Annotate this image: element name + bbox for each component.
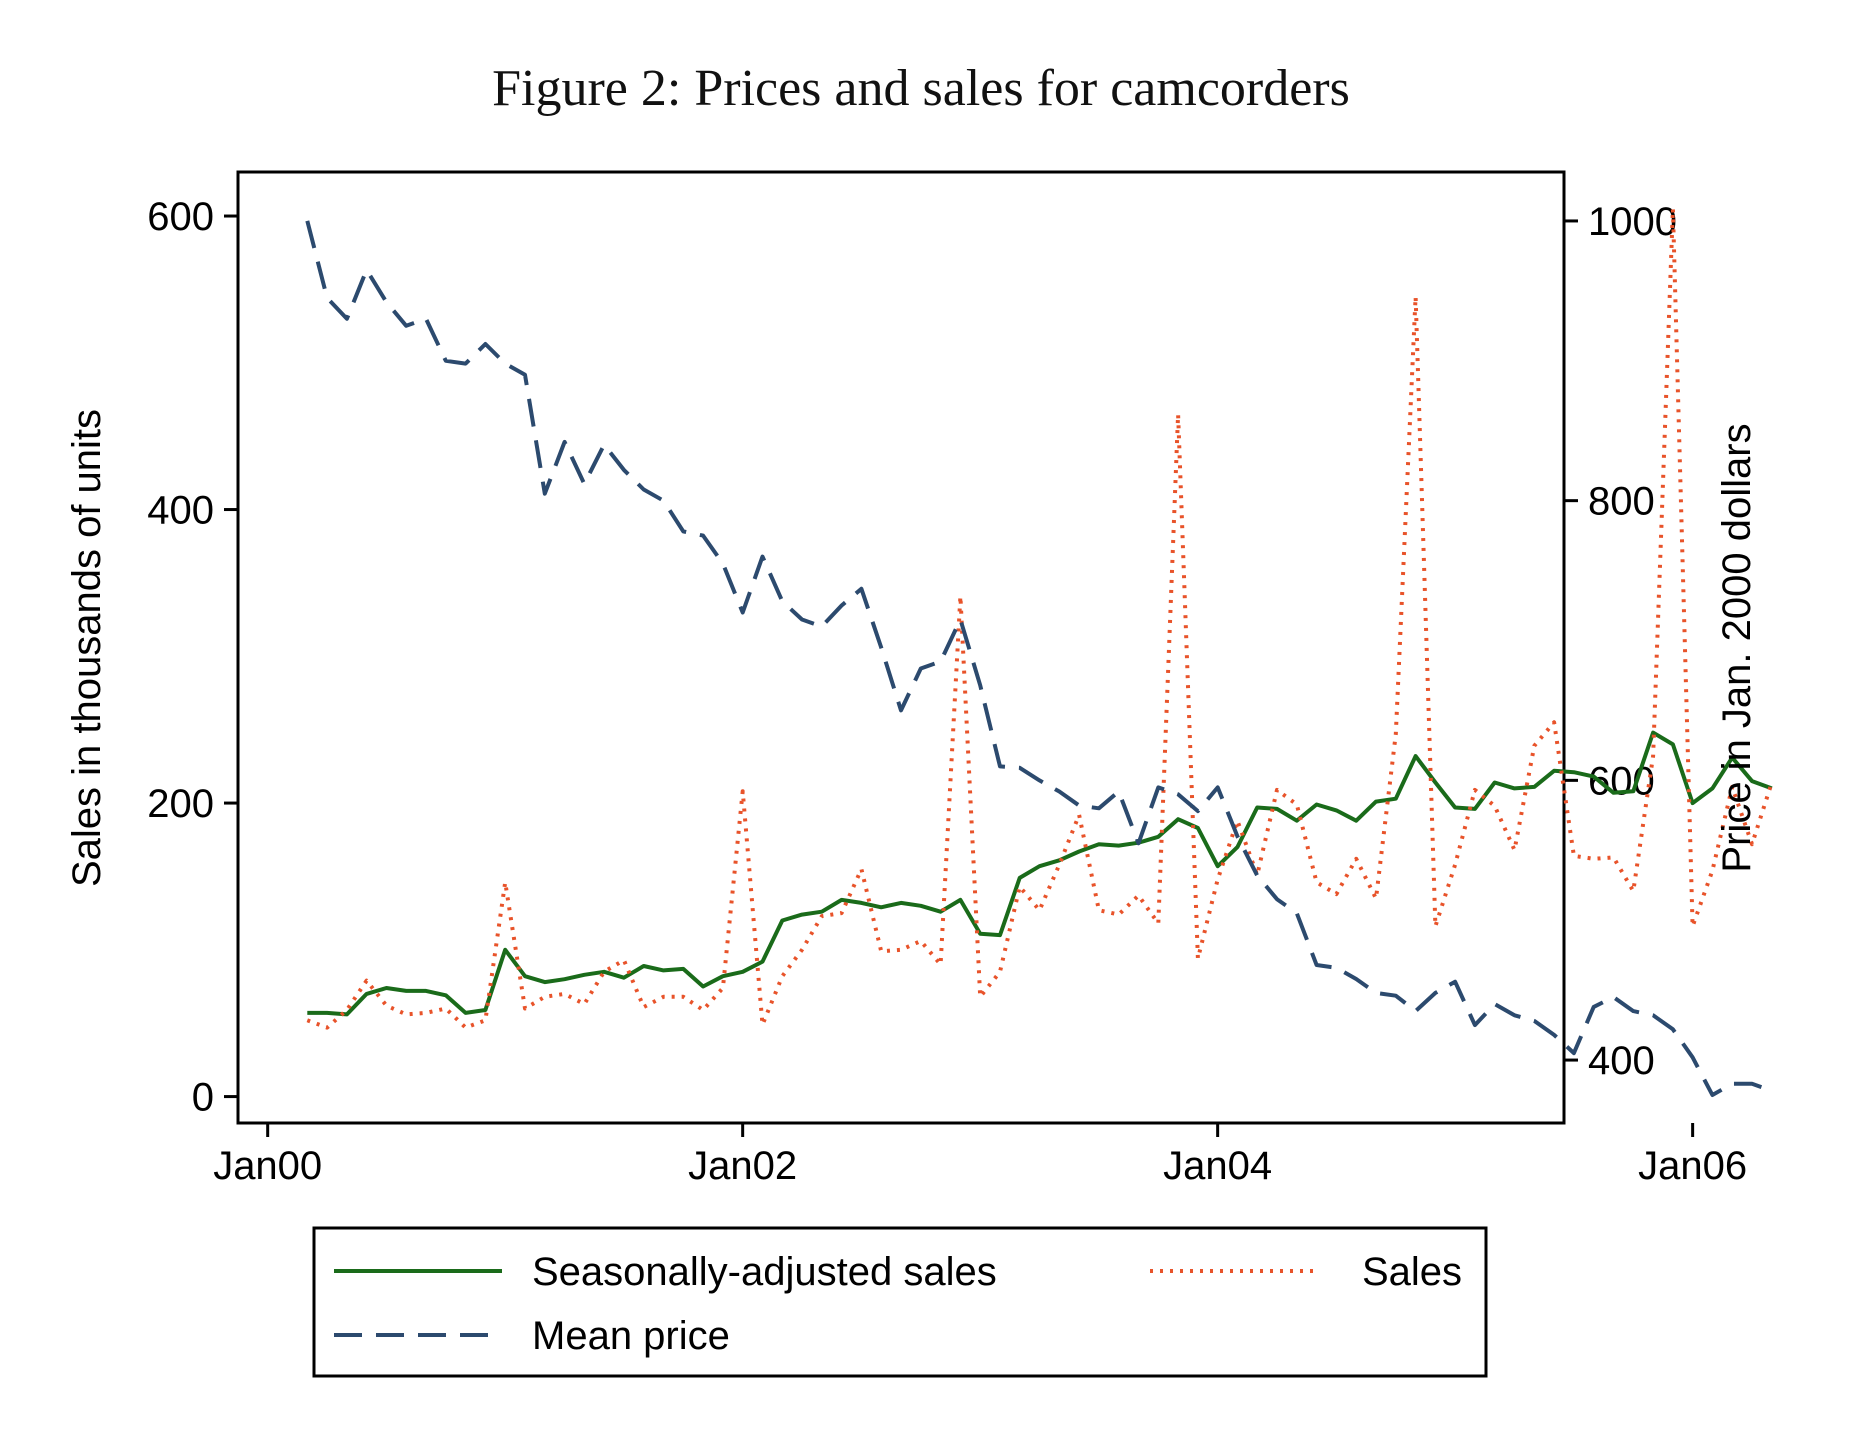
x-tick-label: Jan00 bbox=[213, 1144, 322, 1188]
legend-label-price: Mean price bbox=[532, 1314, 730, 1358]
y-left-tick-label: 400 bbox=[147, 489, 214, 533]
series-line-price bbox=[305, 220, 1773, 1097]
y-right-tick-label: 400 bbox=[1588, 1039, 1655, 1083]
x-tick-label: Jan02 bbox=[688, 1144, 797, 1188]
y-left-tick-label: 600 bbox=[147, 195, 214, 239]
y-left-tick-label: 200 bbox=[147, 782, 214, 826]
plot-frame bbox=[236, 170, 1566, 1125]
y-axis-right-label: Price in Jan. 2000 dollars bbox=[1715, 423, 1759, 872]
y-axis-left-label: Sales in thousands of units bbox=[65, 409, 109, 887]
x-tick-label: Jan04 bbox=[1163, 1144, 1272, 1188]
series-layer bbox=[305, 206, 1774, 1097]
legend-label-sa-sales: Seasonally-adjusted sales bbox=[532, 1250, 997, 1294]
series-line-sa_sales bbox=[307, 730, 1773, 1017]
y-right-tick-label: 800 bbox=[1588, 480, 1655, 524]
series-line-sales bbox=[306, 206, 1774, 1030]
legend-box bbox=[312, 1226, 1488, 1378]
x-tick-label: Jan06 bbox=[1638, 1144, 1747, 1188]
legend: Seasonally-adjusted sales Sales Mean pri… bbox=[312, 1226, 1488, 1378]
legend-label-sales: Sales bbox=[1362, 1250, 1462, 1294]
chart-title: Figure 2: Prices and sales for camcorder… bbox=[492, 60, 1350, 117]
y-left-tick-label: 0 bbox=[192, 1076, 214, 1120]
y-right-tick-label: 1000 bbox=[1588, 200, 1677, 244]
